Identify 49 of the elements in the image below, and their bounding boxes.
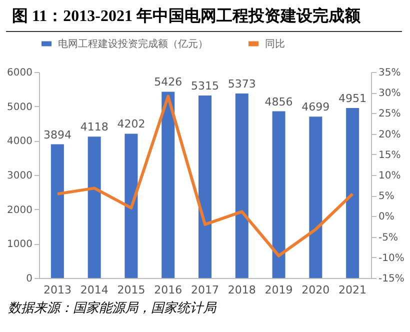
y-tick-label: 1000 [7,239,32,250]
data-label: 5426 [154,76,182,89]
legend-label: 同比 [265,38,285,50]
data-label: 5315 [191,80,219,93]
y2-tick-label: 30% [378,88,401,100]
data-label: 4699 [302,100,330,114]
y2-tick-label: 25% [378,108,401,120]
y-tick-label: 5000 [7,102,32,113]
data-label: 4951 [338,92,367,106]
y-tick-label: 2000 [7,204,32,216]
x-tick-label: 2013 [43,284,72,296]
bar [88,136,101,278]
bar [309,116,322,278]
bar [50,144,64,278]
y2-tick-label: -10% [378,252,404,264]
y2-tick-label: 35% [378,68,401,78]
data-label: 4856 [264,95,293,108]
y-tick-label: 0 [26,274,32,284]
y2-tick-label: 10% [378,170,401,182]
y-tick-label: 4000 [7,136,32,148]
legend-label: 电网工程建设投资完成额（亿元） [58,38,208,50]
x-tick-label: 2016 [154,284,182,296]
x-tick-label: 2015 [117,284,146,296]
bar [198,96,212,278]
y-tick-label: 3000 [7,170,32,182]
y-tick-label: 6000 [7,68,32,78]
x-tick-label: 2017 [191,284,219,296]
y2-tick-label: -5% [378,232,398,244]
x-tick-label: 2014 [80,284,108,296]
source-note: 数据来源：国家能源局，国家统计局 [7,300,218,318]
data-label: 5373 [228,78,256,91]
bar [346,108,360,278]
chart-title: 图 11：2013-2021 年中国电网工程投资建设完成额 [6,0,402,32]
x-tick-label: 2020 [302,284,330,296]
data-label: 4118 [80,120,108,134]
y2-tick-label: -15% [378,274,404,284]
x-tick-label: 2021 [338,284,367,296]
x-tick-label: 2018 [228,284,256,296]
bar [124,134,138,278]
bar [272,111,286,278]
data-label: 3894 [43,128,72,142]
y2-tick-label: 20% [378,129,401,140]
y2-tick-label: 5% [378,191,394,202]
y2-tick-label: 0% [378,212,394,223]
data-label: 4202 [117,118,146,131]
bar [235,94,248,278]
x-tick-label: 2019 [264,284,293,296]
bar [162,92,175,278]
y2-tick-label: 15% [378,150,401,161]
